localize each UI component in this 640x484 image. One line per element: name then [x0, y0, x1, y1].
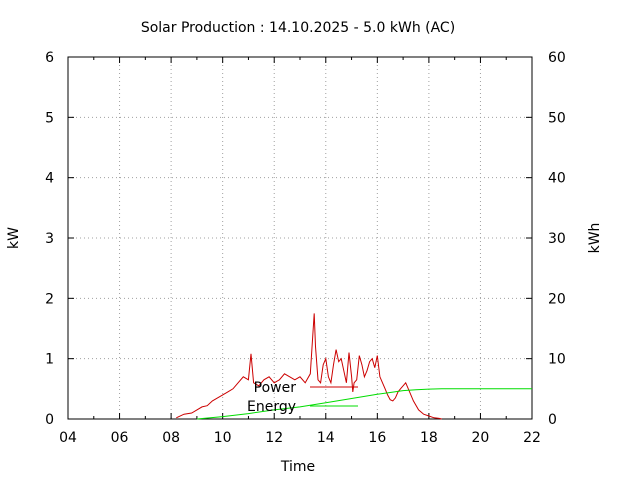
legend-label-energy: Energy — [247, 399, 296, 415]
x-tick-label: 20 — [472, 430, 490, 446]
y2-tick-label: 10 — [548, 352, 566, 368]
series-line-power — [176, 313, 442, 420]
y-axis-label: kW — [6, 227, 22, 249]
y2-tick-label: 50 — [548, 110, 566, 126]
y-tick-label: 3 — [45, 231, 54, 247]
x-tick-label: 08 — [162, 430, 180, 446]
y2-axis-label: kWh — [587, 223, 603, 254]
x-axis-label: Time — [280, 459, 315, 475]
x-tick-label: 18 — [420, 430, 438, 446]
y2-tick-labels: 0 10 20 30 40 50 60 — [548, 50, 566, 428]
y2-tick-label: 40 — [548, 171, 566, 187]
y-tick-label: 0 — [45, 412, 54, 428]
legend-label-power: Power — [254, 380, 297, 396]
chart-title: Solar Production : 14.10.2025 - 5.0 kWh … — [141, 20, 455, 36]
x-tick-label: 22 — [523, 430, 541, 446]
x-tick-label: 12 — [265, 430, 283, 446]
y-tick-labels: 0 1 2 3 4 5 6 — [45, 50, 54, 428]
data-series — [176, 313, 532, 420]
x-tick-labels: 04 06 08 10 12 14 16 18 20 22 — [59, 430, 541, 446]
y-tick-label: 4 — [45, 171, 54, 187]
y2-tick-label: 60 — [548, 50, 566, 66]
x-tick-label: 16 — [368, 430, 386, 446]
y2-tick-label: 20 — [548, 291, 566, 307]
x-tick-label: 14 — [317, 430, 335, 446]
y2-tick-label: 0 — [548, 412, 557, 428]
x-tick-label: 04 — [59, 430, 77, 446]
grid-lines — [68, 57, 532, 419]
y-tick-label: 1 — [45, 352, 54, 368]
series-line-energy — [196, 388, 532, 420]
x-tick-label: 06 — [111, 430, 129, 446]
y-tick-label: 6 — [45, 50, 54, 66]
y2-tick-label: 30 — [548, 231, 566, 247]
y-tick-label: 2 — [45, 291, 54, 307]
x-tick-label: 10 — [214, 430, 232, 446]
y-tick-label: 5 — [45, 110, 54, 126]
legend: Power Energy — [247, 380, 358, 415]
